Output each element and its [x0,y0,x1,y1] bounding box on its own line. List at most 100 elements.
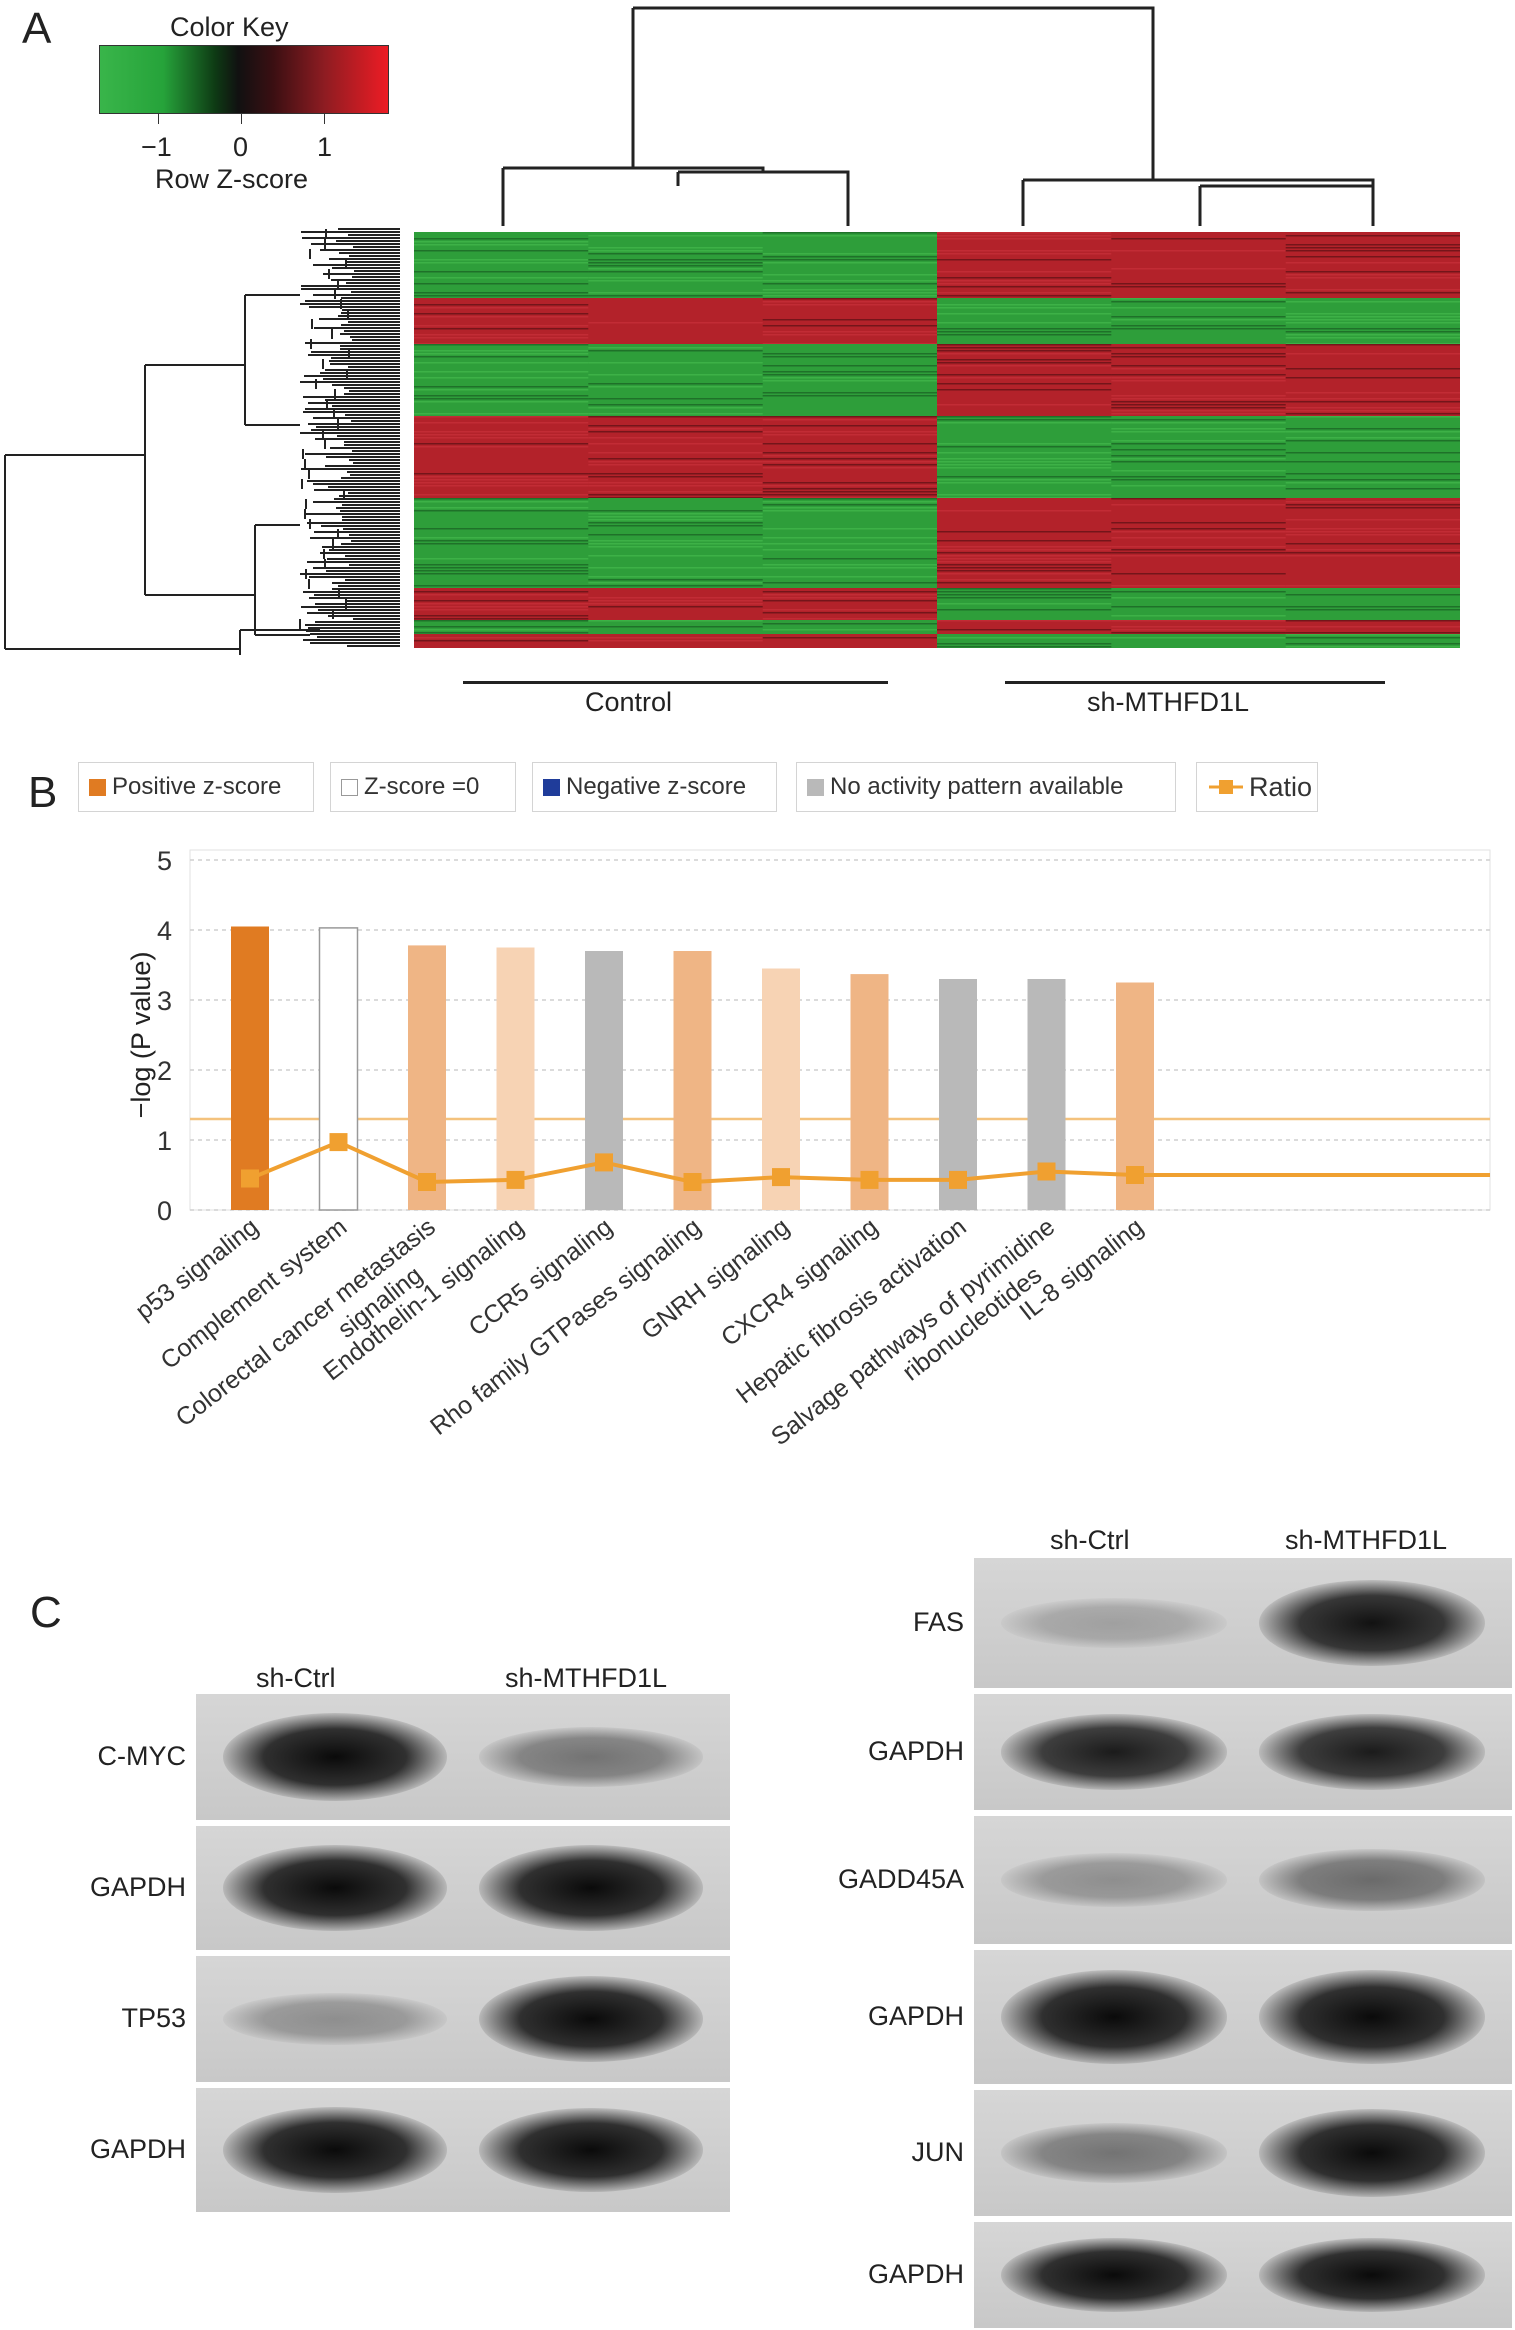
heatmap-row-line [588,600,764,602]
heatmap-row-line [937,643,1112,645]
heatmap-row-line [588,247,764,249]
heatmap-row-line [937,464,1112,466]
heatmap-row-line [414,637,589,639]
heatmap-row-line [762,510,938,512]
heatmap-row-line [588,497,764,499]
heatmap-row-line [762,325,938,327]
heatmap-row-line [762,425,938,427]
heatmap-row-line [762,334,938,336]
heatmap-row-line [1285,594,1460,596]
heatmap-row-line [937,567,1112,569]
heatmap-row-line [762,612,938,614]
heatmap-row-line [937,389,1112,391]
blot-band [1000,1853,1227,1907]
heatmap-row-line [1285,410,1460,412]
heatmap-row-line [762,629,938,631]
heatmap-row-line [588,513,764,515]
heatmap-row-line [588,416,764,418]
heatmap-row-line [588,374,764,376]
heatmap-row-line [762,597,938,599]
heatmap-row-line [414,620,589,622]
heatmap-row-line [588,519,764,521]
heatmap-row-line [762,289,938,291]
heatmap-row-line [1285,277,1460,279]
blot-label: GAPDH [89,1872,186,1902]
heatmap-row-line [1111,377,1287,379]
heatmap-row-line [414,325,589,327]
heatmap-row-line [588,347,764,349]
ratio-marker [949,1170,967,1189]
heatmap-row-line [762,543,938,545]
blot-strip [196,1826,730,1950]
heatmap-row-line [414,434,589,436]
heatmap-row-line [1285,473,1460,475]
color-key-title: Color Key [170,12,289,42]
heatmap-row-line [1285,416,1460,418]
heatmap-row-line [762,353,938,355]
heatmap-row-line [1285,646,1460,648]
heatmap-row-line [1285,235,1460,237]
heatmap-row-line [588,555,764,557]
blot-label: GAPDH [867,2259,964,2289]
heatmap-row-line [414,618,589,620]
heatmap-row-line [588,582,764,584]
heatmap-row-line [588,431,764,433]
heatmap-row-line [1285,549,1460,551]
heatmap-row-line [762,253,938,255]
heatmap-row-line [414,316,589,318]
heatmap-row-line [1111,606,1287,608]
heatmap-row-line [937,603,1112,605]
heatmap-row-line [937,452,1112,454]
heatmap-row-line [414,476,589,478]
color-key-tick-label-1: 1 [317,132,333,162]
heatmap-row-line [588,322,764,324]
heatmap-row-line [588,606,764,608]
heatmap-row-line [937,295,1112,297]
heatmap-row-line [937,232,1112,234]
blot-label: GAPDH [867,1736,964,1766]
heatmap-row-line [414,389,589,391]
heatmap-block [414,344,589,416]
heatmap-row-line [937,259,1112,261]
heatmap-row-line [937,540,1112,542]
heatmap-row-line [1111,365,1287,367]
heatmap-row-line [414,344,589,346]
ratio-marker [595,1153,613,1172]
heatmap-row-line [762,558,938,560]
heatmap-row-line [937,646,1112,648]
heatmap-row-line [762,395,938,397]
heatmap-row-line [937,347,1112,349]
heatmap-row-line [1111,546,1287,548]
heatmap-row-line [937,588,1112,590]
blot-label: C-MYC [97,1741,187,1771]
blot-strip [196,1694,730,1820]
heatmap-row-line [588,277,764,279]
y-tick-label: 3 [157,986,172,1016]
heatmap-row-line [1285,274,1460,276]
heatmap-row-line [1285,504,1460,506]
heatmap-row-line [937,419,1112,421]
heatmap-row-line [414,238,589,240]
heatmap-row-line [1285,328,1460,330]
heatmap-row-line [588,576,764,578]
heatmap-row-line [588,464,764,466]
heatmap-row-line [414,600,589,602]
heatmap-row-line [1111,301,1287,303]
heatmap-row-line [414,334,589,336]
blot-band [1259,1848,1486,1912]
heatmap-row-line [1111,401,1287,403]
heatmap-row-line [1285,337,1460,339]
ratio-marker [329,1133,348,1152]
heatmap-row-line [588,350,764,352]
blot-band [222,1712,447,1802]
heatmap-row-line [414,377,589,379]
heatmap-row-line [1111,419,1287,421]
heatmap-row-line [1111,286,1287,288]
legend-zero-zscore: Z-score =0 [330,762,516,812]
color-key-tick-3 [324,114,325,124]
heatmap-row-line [588,259,764,261]
heatmap-row-line [588,579,764,581]
heatmap-row-line [588,413,764,415]
heatmap-row-line [762,301,938,303]
heatmap-row-line [1111,268,1287,270]
